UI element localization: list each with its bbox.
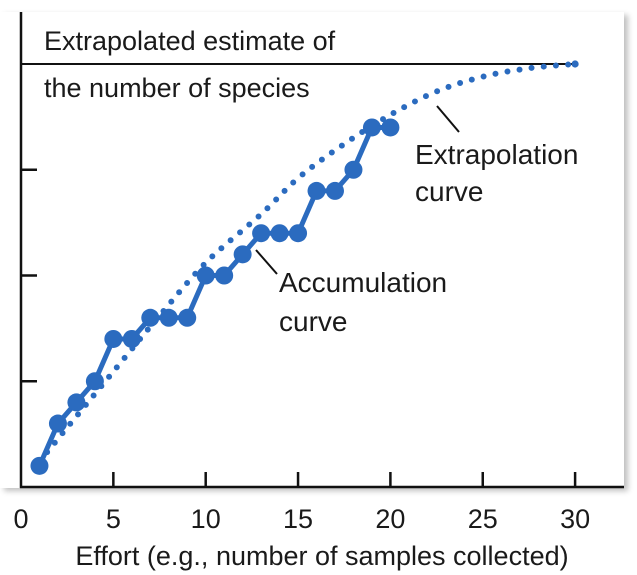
x-tick-labels: 0 5 10 15 20 25 30	[13, 504, 590, 534]
asymptote-label-line1: Extrapolated estimate of	[44, 26, 336, 56]
extrapolation-curve-path	[36, 61, 579, 465]
accumulation-point	[141, 308, 160, 327]
x-tick-label: 15	[283, 504, 313, 534]
accumulation-point	[289, 224, 308, 243]
asymptote-label-line2: the number of species	[44, 73, 310, 103]
accumulation-point	[344, 160, 363, 179]
accumulation-point	[48, 414, 67, 433]
x-tick-label: 10	[191, 504, 221, 534]
x-axis-label: Effort (e.g., number of samples collecte…	[75, 541, 568, 571]
x-tick-label: 5	[106, 504, 121, 534]
accumulation-label-line1: Accumulation	[279, 267, 447, 298]
accumulation-point	[233, 245, 252, 264]
accumulation-point	[196, 266, 215, 285]
extrapolation-label-line1: Extrapolation	[415, 139, 578, 170]
accumulation-curve	[30, 118, 400, 475]
x-tick-label: 0	[13, 504, 28, 534]
accumulation-point	[362, 118, 381, 137]
accumulation-point	[30, 456, 49, 475]
accumulation-point	[252, 224, 271, 243]
extrapolation-leader-line	[436, 105, 460, 133]
accumulation-point	[122, 329, 141, 348]
x-ticks	[112, 472, 577, 487]
accumulation-point	[215, 266, 234, 285]
accumulation-point	[85, 372, 104, 391]
accumulation-point	[325, 181, 344, 200]
accumulation-point	[307, 181, 326, 200]
extrapolation-end-point	[571, 60, 579, 68]
accumulation-point	[104, 329, 123, 348]
extrapolation-label-line2: curve	[415, 176, 483, 207]
y-ticks	[21, 168, 37, 383]
axes	[19, 12, 624, 489]
accumulation-point	[159, 308, 178, 327]
x-tick-label: 20	[375, 504, 405, 534]
accumulation-point	[270, 224, 289, 243]
accumulation-point	[178, 308, 197, 327]
extrapolation-curve	[36, 60, 579, 465]
accumulation-point	[67, 393, 86, 412]
x-tick-label: 25	[468, 504, 498, 534]
accumulation-leader-line	[255, 249, 278, 275]
plot-panel	[0, 12, 624, 488]
x-tick-label: 30	[560, 504, 590, 534]
accumulation-point	[381, 118, 400, 137]
accumulation-label-line2: curve	[279, 306, 347, 337]
